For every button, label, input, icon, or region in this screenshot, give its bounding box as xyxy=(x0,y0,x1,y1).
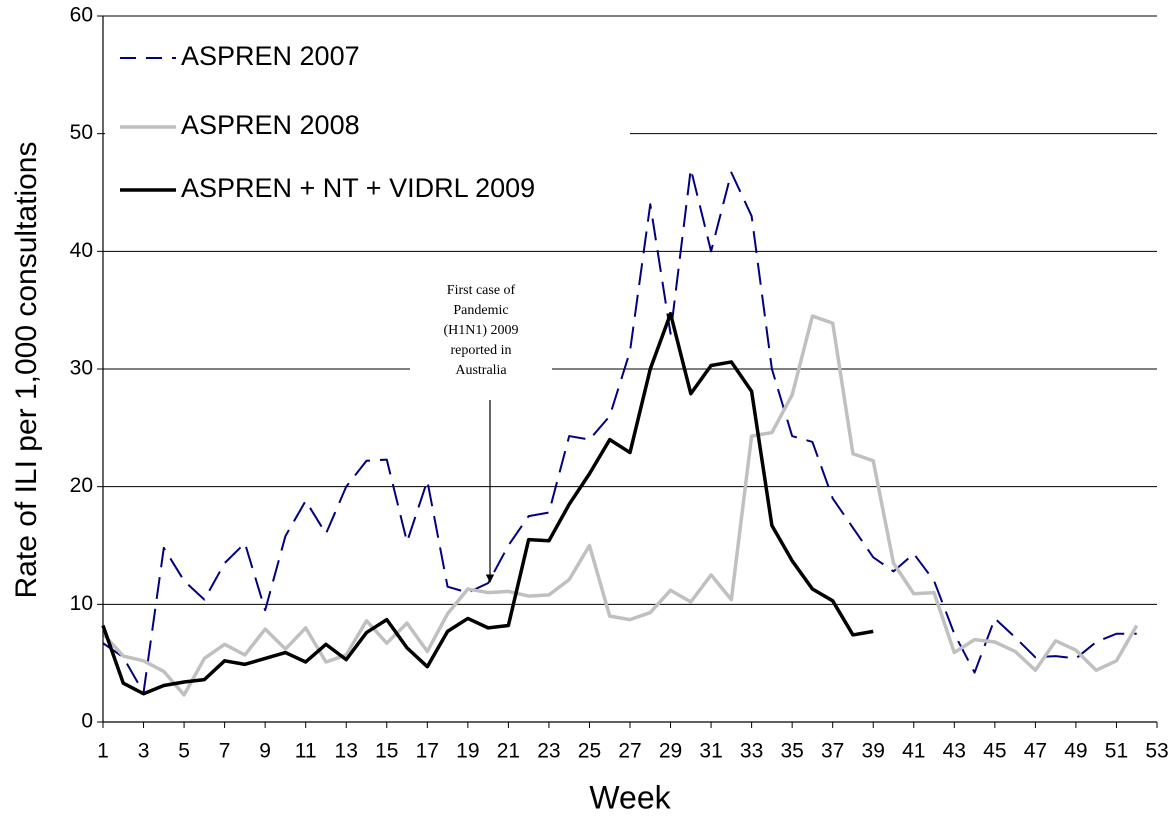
x-tick-label: 47 xyxy=(1024,740,1047,763)
annotation-line: Pandemic xyxy=(453,303,508,318)
y-tick-label: 10 xyxy=(70,592,93,615)
legend-label: ASPREN 2008 xyxy=(181,110,360,140)
y-axis-label: Rate of ILI per 1,000 consultations xyxy=(10,142,43,599)
x-tick-label: 51 xyxy=(1105,740,1128,763)
x-tick-label: 43 xyxy=(943,740,966,763)
y-tick-label: 60 xyxy=(70,4,93,27)
legend-background xyxy=(105,20,630,230)
y-tick-label: 50 xyxy=(70,121,93,144)
x-tick-label: 53 xyxy=(1145,740,1168,763)
legend-label: ASPREN 2007 xyxy=(181,41,360,71)
x-tick-label: 9 xyxy=(259,740,271,763)
line xyxy=(101,311,874,696)
annotation-line: First case of xyxy=(447,283,516,298)
x-tick-label: 23 xyxy=(537,740,560,763)
annotation-line: reported in xyxy=(450,343,511,358)
y-tick-label: 0 xyxy=(81,710,93,733)
x-tick-label: 41 xyxy=(902,740,925,763)
x-tick-label: 17 xyxy=(416,740,439,763)
x-tick-label: 31 xyxy=(699,740,722,763)
x-tick-label: 1 xyxy=(97,740,109,763)
annotation: First case of Pandemic (H1N1) 2009 reported… xyxy=(443,283,518,378)
x-tick-label: 13 xyxy=(335,740,358,763)
x-tick-label: 25 xyxy=(578,740,601,763)
x-axis-label: Week xyxy=(589,779,671,815)
x-tick-label: 33 xyxy=(740,740,763,763)
x-tick-label: 21 xyxy=(497,740,520,763)
y-tick-label: 20 xyxy=(70,474,93,497)
y-tick-label: 30 xyxy=(70,357,93,380)
annotation-line: (H1N1) 2009 xyxy=(443,323,518,338)
x-tick-label: 27 xyxy=(618,740,641,763)
x-tick-label: 15 xyxy=(375,740,398,763)
x-tick-label: 45 xyxy=(983,740,1006,763)
x-tick-label: 49 xyxy=(1064,740,1087,763)
x-tick-label: 5 xyxy=(178,740,190,763)
x-tick-label: 19 xyxy=(456,740,479,763)
legend: ASPREN 2007 ASPREN 2008 ASPREN + NT + VIDR… xyxy=(120,41,535,203)
x-tick-label: 39 xyxy=(862,740,885,763)
legend-label: ASPREN + NT + VIDRL 2009 xyxy=(181,173,535,203)
annotation-line: Australia xyxy=(455,363,507,378)
x-tick-label: 29 xyxy=(659,740,682,763)
x-tick-label: 35 xyxy=(780,740,803,763)
line xyxy=(101,314,1139,697)
plot xyxy=(101,167,1139,697)
y-tick-label: 40 xyxy=(70,239,93,262)
x-tick-label: 3 xyxy=(138,740,150,763)
x-tick-label: 11 xyxy=(295,740,317,763)
x-tick-label: 7 xyxy=(219,740,231,763)
annotation-background xyxy=(410,280,552,396)
line xyxy=(102,167,1137,694)
x-tick-label: 37 xyxy=(821,740,844,763)
